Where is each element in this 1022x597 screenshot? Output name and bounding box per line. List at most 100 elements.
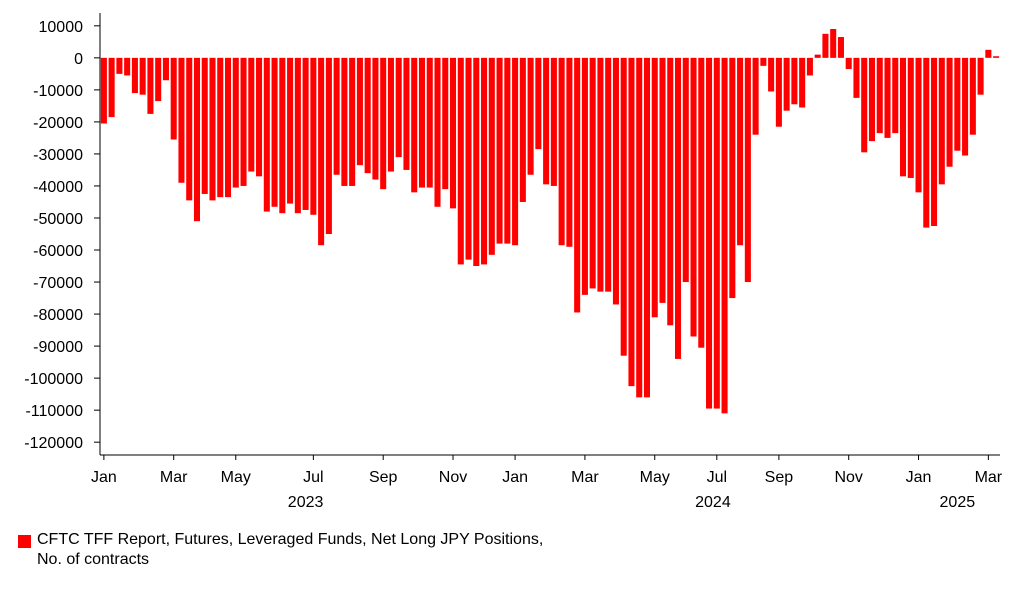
x-tick-label: May bbox=[640, 469, 670, 486]
bar bbox=[892, 57, 899, 134]
bar bbox=[512, 57, 519, 246]
x-tick-label: Nov bbox=[834, 469, 862, 486]
bar bbox=[737, 57, 744, 246]
bar bbox=[504, 57, 511, 244]
bar bbox=[931, 57, 938, 226]
y-tick-label: -20000 bbox=[33, 115, 83, 132]
bar bbox=[985, 49, 992, 58]
bar bbox=[116, 57, 123, 74]
y-tick-label: -30000 bbox=[33, 147, 83, 164]
bar bbox=[240, 57, 247, 186]
bar bbox=[287, 57, 294, 204]
legend-swatch bbox=[18, 535, 31, 548]
x-tick-label: Jan bbox=[502, 469, 528, 486]
bar bbox=[566, 57, 573, 247]
y-tick-label: -110000 bbox=[25, 403, 83, 420]
y-tick-label: -40000 bbox=[33, 179, 83, 196]
bar bbox=[799, 57, 806, 108]
bar bbox=[962, 57, 969, 156]
bar bbox=[232, 57, 239, 188]
bar bbox=[473, 57, 480, 267]
x-tick-label: Mar bbox=[160, 469, 188, 486]
bar bbox=[186, 57, 193, 201]
bar bbox=[543, 57, 550, 185]
bar bbox=[760, 57, 767, 66]
bar bbox=[744, 57, 751, 283]
bar bbox=[349, 57, 356, 186]
bar bbox=[550, 57, 557, 186]
bar bbox=[147, 57, 154, 114]
y-tick-label: -70000 bbox=[33, 275, 83, 292]
bar bbox=[830, 29, 837, 58]
bar bbox=[768, 57, 775, 92]
bar bbox=[837, 37, 844, 58]
bar bbox=[124, 57, 131, 76]
y-tick-label: 0 bbox=[74, 51, 83, 68]
year-label: 2025 bbox=[940, 494, 976, 511]
bar bbox=[341, 57, 348, 186]
bar bbox=[667, 57, 674, 326]
bar bbox=[597, 57, 604, 292]
bar bbox=[294, 57, 301, 214]
bar bbox=[868, 57, 876, 142]
bar bbox=[224, 57, 232, 198]
y-tick-label: -80000 bbox=[33, 307, 83, 324]
bar bbox=[481, 57, 488, 265]
bar bbox=[899, 57, 907, 177]
bar bbox=[946, 57, 953, 167]
bar bbox=[395, 57, 402, 158]
bar bbox=[993, 56, 1000, 58]
y-tick-label: -50000 bbox=[33, 211, 83, 228]
bar bbox=[783, 57, 790, 111]
bar bbox=[108, 57, 115, 118]
bar bbox=[814, 54, 821, 58]
bar bbox=[690, 57, 697, 337]
year-label: 2024 bbox=[695, 494, 731, 511]
bar bbox=[806, 57, 813, 76]
bar bbox=[651, 57, 658, 318]
bar bbox=[605, 57, 612, 292]
bar bbox=[318, 57, 325, 246]
bar bbox=[372, 57, 379, 180]
bar bbox=[636, 57, 643, 398]
bar bbox=[496, 57, 503, 244]
bar bbox=[954, 57, 961, 151]
y-tick-label: 10000 bbox=[39, 19, 84, 36]
bar bbox=[302, 57, 309, 210]
x-tick-label: Mar bbox=[571, 469, 599, 486]
bar bbox=[457, 57, 464, 265]
bar bbox=[752, 57, 759, 135]
bar bbox=[713, 57, 720, 409]
bar bbox=[248, 57, 255, 172]
bar bbox=[170, 57, 177, 140]
bar bbox=[969, 57, 976, 135]
bar bbox=[333, 57, 340, 175]
bar bbox=[729, 57, 736, 299]
bar bbox=[706, 57, 713, 409]
legend-label: CFTC TFF Report, Futures, Leveraged Fund… bbox=[37, 531, 544, 568]
bar bbox=[721, 57, 728, 414]
x-tick-label: Jan bbox=[91, 469, 117, 486]
bar bbox=[535, 57, 542, 150]
bar bbox=[853, 57, 860, 98]
bar bbox=[465, 57, 472, 260]
bar bbox=[263, 57, 270, 212]
x-tick-label: Sep bbox=[369, 469, 398, 486]
bar bbox=[178, 57, 185, 183]
bar bbox=[256, 57, 263, 177]
legend: CFTC TFF Report, Futures, Leveraged Fund… bbox=[18, 530, 558, 570]
x-tick-label: Mar bbox=[975, 469, 1003, 486]
bar bbox=[558, 57, 565, 246]
bar bbox=[845, 57, 852, 70]
x-tick-label: Sep bbox=[765, 469, 794, 486]
bar bbox=[380, 57, 387, 190]
bar bbox=[977, 57, 984, 95]
y-tick-label: -120000 bbox=[24, 435, 83, 452]
bar bbox=[574, 57, 581, 313]
bar bbox=[155, 57, 162, 102]
bar bbox=[217, 57, 224, 198]
bar bbox=[581, 57, 588, 295]
bar bbox=[674, 57, 682, 359]
bar bbox=[775, 57, 782, 127]
